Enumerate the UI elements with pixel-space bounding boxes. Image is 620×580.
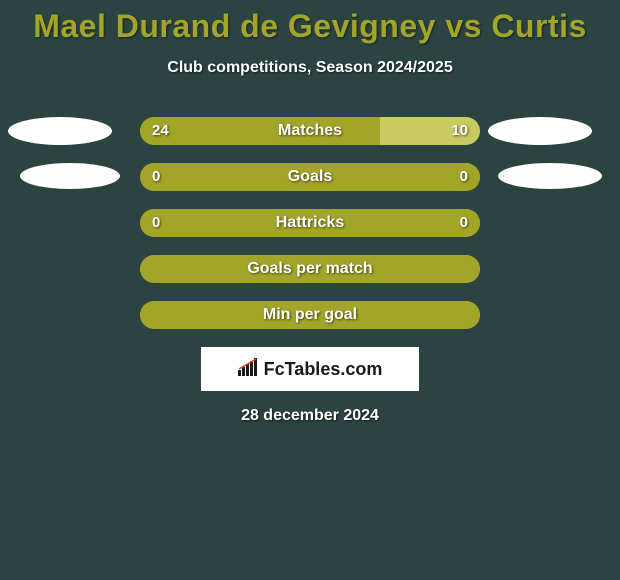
comparison-chart: 24 10 Matches 0 0 Goals 0 0 Hattricks Go… bbox=[0, 117, 620, 329]
value-left: 24 bbox=[152, 117, 169, 145]
chart-bars-icon bbox=[238, 358, 260, 381]
page-title: Mael Durand de Gevigney vs Curtis bbox=[0, 0, 620, 45]
bar-left bbox=[140, 255, 480, 283]
value-right: 0 bbox=[460, 163, 468, 191]
stat-row-hattricks: 0 0 Hattricks bbox=[0, 209, 620, 237]
bar-left bbox=[140, 163, 480, 191]
bar-container bbox=[140, 209, 480, 237]
value-left: 0 bbox=[152, 163, 160, 191]
stat-row-matches: 24 10 Matches bbox=[0, 117, 620, 145]
logo: FcTables.com bbox=[238, 358, 383, 381]
stat-row-goals-per-match: Goals per match bbox=[0, 255, 620, 283]
logo-text: FcTables.com bbox=[264, 359, 383, 380]
logo-box: FcTables.com bbox=[201, 347, 419, 391]
stat-row-min-per-goal: Min per goal bbox=[0, 301, 620, 329]
value-right: 10 bbox=[451, 117, 468, 145]
page-subtitle: Club competitions, Season 2024/2025 bbox=[0, 59, 620, 77]
date-label: 28 december 2024 bbox=[0, 407, 620, 425]
bar-left bbox=[140, 209, 480, 237]
bar-container bbox=[140, 117, 480, 145]
value-left: 0 bbox=[152, 209, 160, 237]
bar-left bbox=[140, 117, 380, 145]
bar-container bbox=[140, 255, 480, 283]
bar-container bbox=[140, 163, 480, 191]
bar-left bbox=[140, 301, 480, 329]
bar-container bbox=[140, 301, 480, 329]
value-right: 0 bbox=[460, 209, 468, 237]
stat-row-goals: 0 0 Goals bbox=[0, 163, 620, 191]
